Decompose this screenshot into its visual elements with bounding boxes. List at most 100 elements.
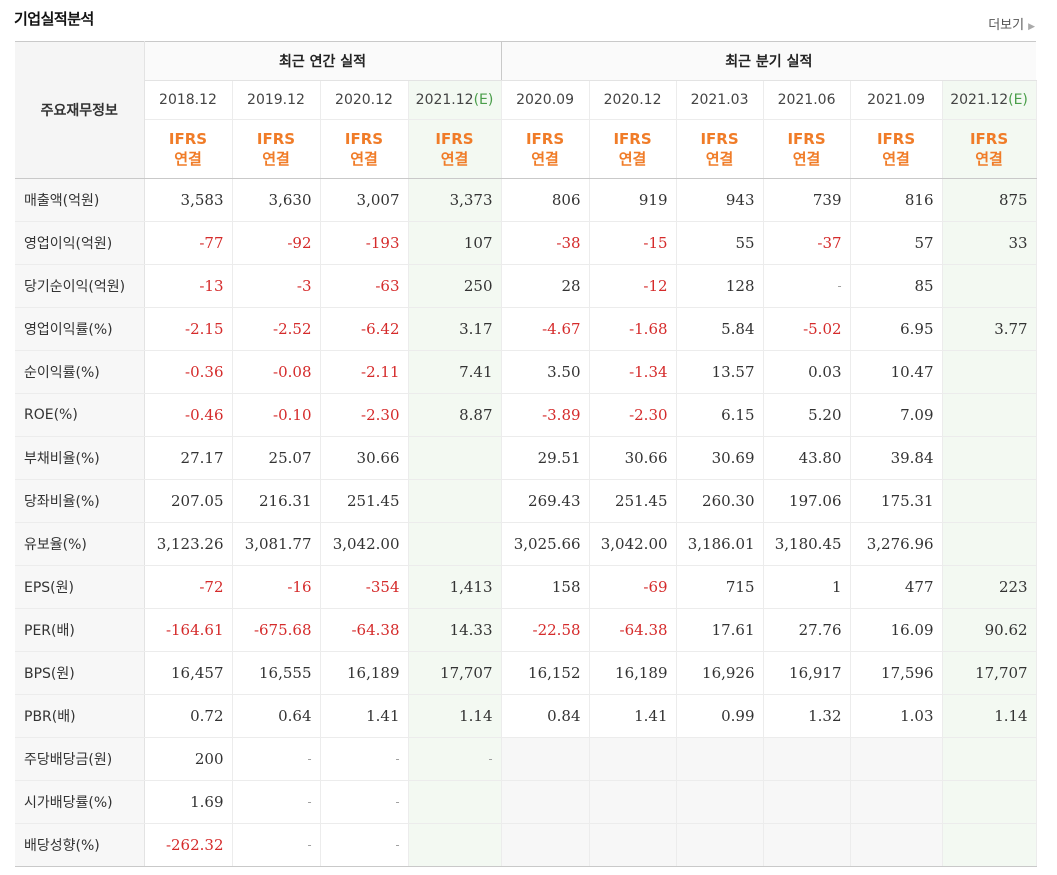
table-row: 시가배당률(%) 1.69- - <box>15 780 1037 824</box>
table-cell: 6.15 <box>676 393 764 437</box>
table-cell: 1,413 <box>408 565 502 609</box>
period-header: 2021.12(E) <box>942 80 1037 120</box>
row-label: 배당성향(%) <box>15 823 145 867</box>
table-row: 순이익률(%) -0.36 -0.08 -2.11 7.41 3.50 -1.34 13.57… <box>15 350 1037 394</box>
table-cell: -193 <box>320 221 409 265</box>
table-row: PER(배) -164.61 -675.68 -64.38 14.33 -22.58 -64… <box>15 608 1037 652</box>
row-label: 영업이익(억원) <box>15 221 145 265</box>
table-cell: -164.61 <box>144 608 233 652</box>
table-cell <box>408 479 502 523</box>
table-row: 당기순이익(억원) -13 -3 -63 250 28 -12 128-85 <box>15 264 1037 308</box>
table-cell: -4.67 <box>500 307 590 351</box>
table-cell: 16,457 <box>144 651 233 695</box>
period-label: 2021.12 <box>950 92 1009 108</box>
table-cell: 1.41 <box>589 694 677 738</box>
row-label: 순이익률(%) <box>15 350 145 394</box>
table-cell: 17.61 <box>676 608 764 652</box>
period-header: 2020.12 <box>320 80 409 120</box>
table-cell: 223 <box>942 565 1037 609</box>
table-cell: -38 <box>500 221 590 265</box>
table-cell <box>589 780 677 824</box>
ifrs-badge: IFRS 연결 <box>320 119 409 179</box>
table-cell: 16,189 <box>589 651 677 695</box>
table-cell: 3.77 <box>942 307 1037 351</box>
table-cell <box>850 823 943 867</box>
table-cell: 875 <box>942 178 1037 222</box>
table-cell: 5.84 <box>676 307 764 351</box>
table-cell: 816 <box>850 178 943 222</box>
row-label: ROE(%) <box>15 393 145 437</box>
table-cell: 943 <box>676 178 764 222</box>
table-cell: 30.66 <box>320 436 409 480</box>
period-label: 2020.12 <box>603 92 662 108</box>
table-cell: 251.45 <box>589 479 677 523</box>
ifrs-badge: IFRS 연결 <box>408 119 502 179</box>
table-cell: 25.07 <box>232 436 321 480</box>
consolidated-label: 연결 <box>882 150 910 168</box>
consolidated-label: 연결 <box>792 150 821 168</box>
table-row: 영업이익(억원) -77 -92 -193 107 -38 -15 55 -37 57 33 <box>15 221 1037 265</box>
ifrs-label: IFRS <box>525 130 565 148</box>
ifrs-badge: IFRS 연결 <box>763 119 851 179</box>
table-cell: -0.36 <box>144 350 233 394</box>
table-cell: 128 <box>676 264 764 308</box>
period-header: 2021.03 <box>676 80 764 120</box>
table-cell: -262.32 <box>144 823 233 867</box>
table-cell: 3,186.01 <box>676 522 764 566</box>
table-cell: 6.95 <box>850 307 943 351</box>
table-cell: - <box>408 737 502 781</box>
table-cell: -63 <box>320 264 409 308</box>
table-cell: 1.69 <box>144 780 233 824</box>
row-label: 시가배당률(%) <box>15 780 145 824</box>
row-label: PER(배) <box>15 608 145 652</box>
row-label: PBR(배) <box>15 694 145 738</box>
table-cell: 806 <box>500 178 590 222</box>
period-label: 2021.09 <box>867 92 925 108</box>
period-header: 2021.12(E) <box>408 80 502 120</box>
period-header: 2019.12 <box>232 80 321 120</box>
table-cell: - <box>320 737 409 781</box>
table-row: ROE(%) -0.46 -0.10 -2.30 8.87 -3.89 -2.30 6.15 5… <box>15 393 1037 437</box>
ifrs-label: IFRS <box>876 130 916 148</box>
period-header: 2018.12 <box>144 80 233 120</box>
ifrs-badge: IFRS 연결 <box>676 119 764 179</box>
table-cell: 919 <box>589 178 677 222</box>
table-cell: 1.41 <box>320 694 409 738</box>
period-label: 2021.03 <box>690 92 749 108</box>
label-column-header: 주요재무정보 <box>15 41 145 179</box>
table-row: 배당성향(%) -262.32- - <box>15 823 1037 867</box>
ifrs-label: IFRS <box>969 130 1009 148</box>
ifrs-label: IFRS <box>613 130 652 148</box>
table-cell: 260.30 <box>676 479 764 523</box>
table-cell: 10.47 <box>850 350 943 394</box>
table-cell: 269.43 <box>500 479 590 523</box>
table-row: PBR(배) 0.72 0.64 1.41 1.14 0.84 1.41 0.99 1.32 1.… <box>15 694 1037 738</box>
section-title: 기업실적분석 <box>14 10 94 28</box>
table-cell: - <box>763 264 851 308</box>
table-cell: -0.08 <box>232 350 321 394</box>
table-cell <box>942 823 1037 867</box>
ifrs-label: IFRS <box>256 130 296 148</box>
ifrs-label: IFRS <box>700 130 739 148</box>
table-cell: 0.84 <box>500 694 590 738</box>
table-row: 유보율(%) 3,123.26 3,081.77 3,042.00 3,025.66 3,… <box>15 522 1037 566</box>
ifrs-badge: IFRS 연결 <box>942 119 1037 179</box>
table-cell: -3.89 <box>500 393 590 437</box>
table-cell: -2.30 <box>589 393 677 437</box>
table-cell: 3,276.96 <box>850 522 943 566</box>
table-cell: 33 <box>942 221 1037 265</box>
table-cell: 17,707 <box>408 651 502 695</box>
table-cell: 175.31 <box>850 479 943 523</box>
table-cell <box>763 823 851 867</box>
row-label: 당좌비율(%) <box>15 479 145 523</box>
ifrs-badge: IFRS 연결 <box>500 119 590 179</box>
table-cell: 1.14 <box>408 694 502 738</box>
table-cell <box>942 479 1037 523</box>
table-cell: -12 <box>589 264 677 308</box>
estimate-mark: (E) <box>473 92 494 108</box>
table-cell <box>676 737 764 781</box>
table-row: 당좌비율(%) 207.05 216.31 251.45 269.43 251.45 260… <box>15 479 1037 523</box>
table-cell <box>942 436 1037 480</box>
more-link[interactable]: 더보기 ▶ <box>988 14 1035 33</box>
row-label: 영업이익률(%) <box>15 307 145 351</box>
